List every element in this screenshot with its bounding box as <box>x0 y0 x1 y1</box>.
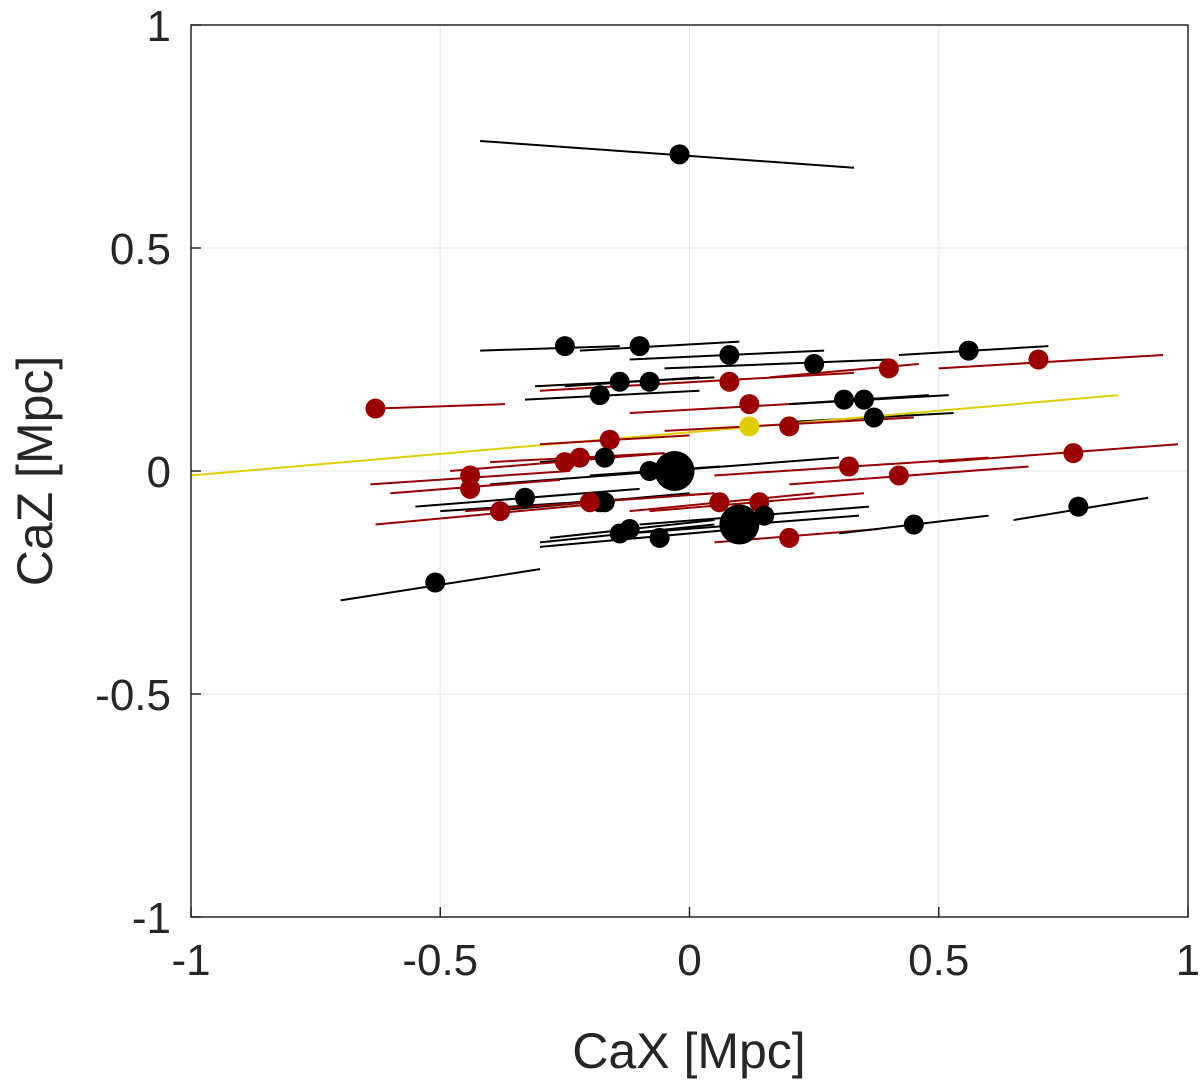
data-point <box>804 353 825 374</box>
y-tick-label: -0.5 <box>95 671 171 720</box>
data-point <box>779 527 800 548</box>
y-tick-label: 1 <box>147 2 171 51</box>
data-point <box>709 492 730 513</box>
data-point <box>719 345 740 366</box>
y-axis-label: CaZ [Mpc] <box>7 356 63 587</box>
data-point <box>1068 496 1089 517</box>
data-point <box>589 385 610 406</box>
data-point <box>654 451 695 491</box>
data-point <box>779 416 800 437</box>
data-point <box>594 492 615 513</box>
y-tick-label: 0 <box>147 448 171 497</box>
y-tick-label: -1 <box>132 894 171 943</box>
y-tick-labels: -1 -0.5 0 0.5 1 <box>95 2 201 943</box>
data-point <box>1063 443 1084 464</box>
data-point <box>579 492 600 513</box>
trajectory-line <box>664 358 889 370</box>
trajectory-line <box>564 376 700 388</box>
trajectory-line <box>375 403 506 410</box>
data-point <box>619 518 640 539</box>
x-tick-label: -1 <box>171 936 210 985</box>
trajectory-line <box>938 354 1164 370</box>
data-point <box>888 465 909 486</box>
data-point <box>365 398 386 419</box>
data-point <box>878 358 899 379</box>
data-point <box>460 478 481 499</box>
x-tick-label: -0.5 <box>402 936 478 985</box>
x-tick-label: 0 <box>677 936 701 985</box>
x-tick-label: 1 <box>1176 936 1200 985</box>
data-points <box>365 144 1089 593</box>
trajectory-line <box>524 389 700 401</box>
data-point <box>425 572 446 593</box>
trajectory-line <box>539 527 740 548</box>
data-point <box>739 416 760 437</box>
trajectory-line <box>539 371 855 392</box>
data-point <box>554 452 575 473</box>
data-point <box>609 371 630 392</box>
data-point <box>514 487 535 508</box>
trajectory-line <box>190 394 1119 477</box>
data-point <box>554 336 575 357</box>
data-point <box>903 514 924 535</box>
data-point <box>834 389 855 410</box>
data-point <box>719 504 760 545</box>
trajectory-lines <box>190 139 1179 602</box>
data-point <box>649 527 670 548</box>
x-tick-label: 0.5 <box>908 936 969 985</box>
data-point <box>1028 349 1049 370</box>
data-point <box>719 371 740 392</box>
data-point <box>629 336 650 357</box>
trajectory-line <box>480 345 620 352</box>
data-point <box>958 340 979 361</box>
data-point <box>853 389 874 410</box>
data-point <box>594 447 615 468</box>
data-point <box>490 501 511 522</box>
x-axis-label: CaX [Mpc] <box>572 1023 805 1079</box>
data-point <box>863 407 884 428</box>
trajectory-line <box>579 340 740 352</box>
data-point <box>739 394 760 415</box>
data-point <box>754 505 775 526</box>
trajectory-line <box>938 443 1179 464</box>
data-point <box>669 144 690 165</box>
data-point <box>639 371 660 392</box>
data-point <box>839 456 860 477</box>
data-point <box>639 461 660 481</box>
y-tick-label: 0.5 <box>110 225 171 274</box>
data-point <box>599 429 620 450</box>
x-tick-labels: -1 -0.5 0 0.5 1 <box>171 907 1200 985</box>
trajectory-line <box>480 139 855 169</box>
